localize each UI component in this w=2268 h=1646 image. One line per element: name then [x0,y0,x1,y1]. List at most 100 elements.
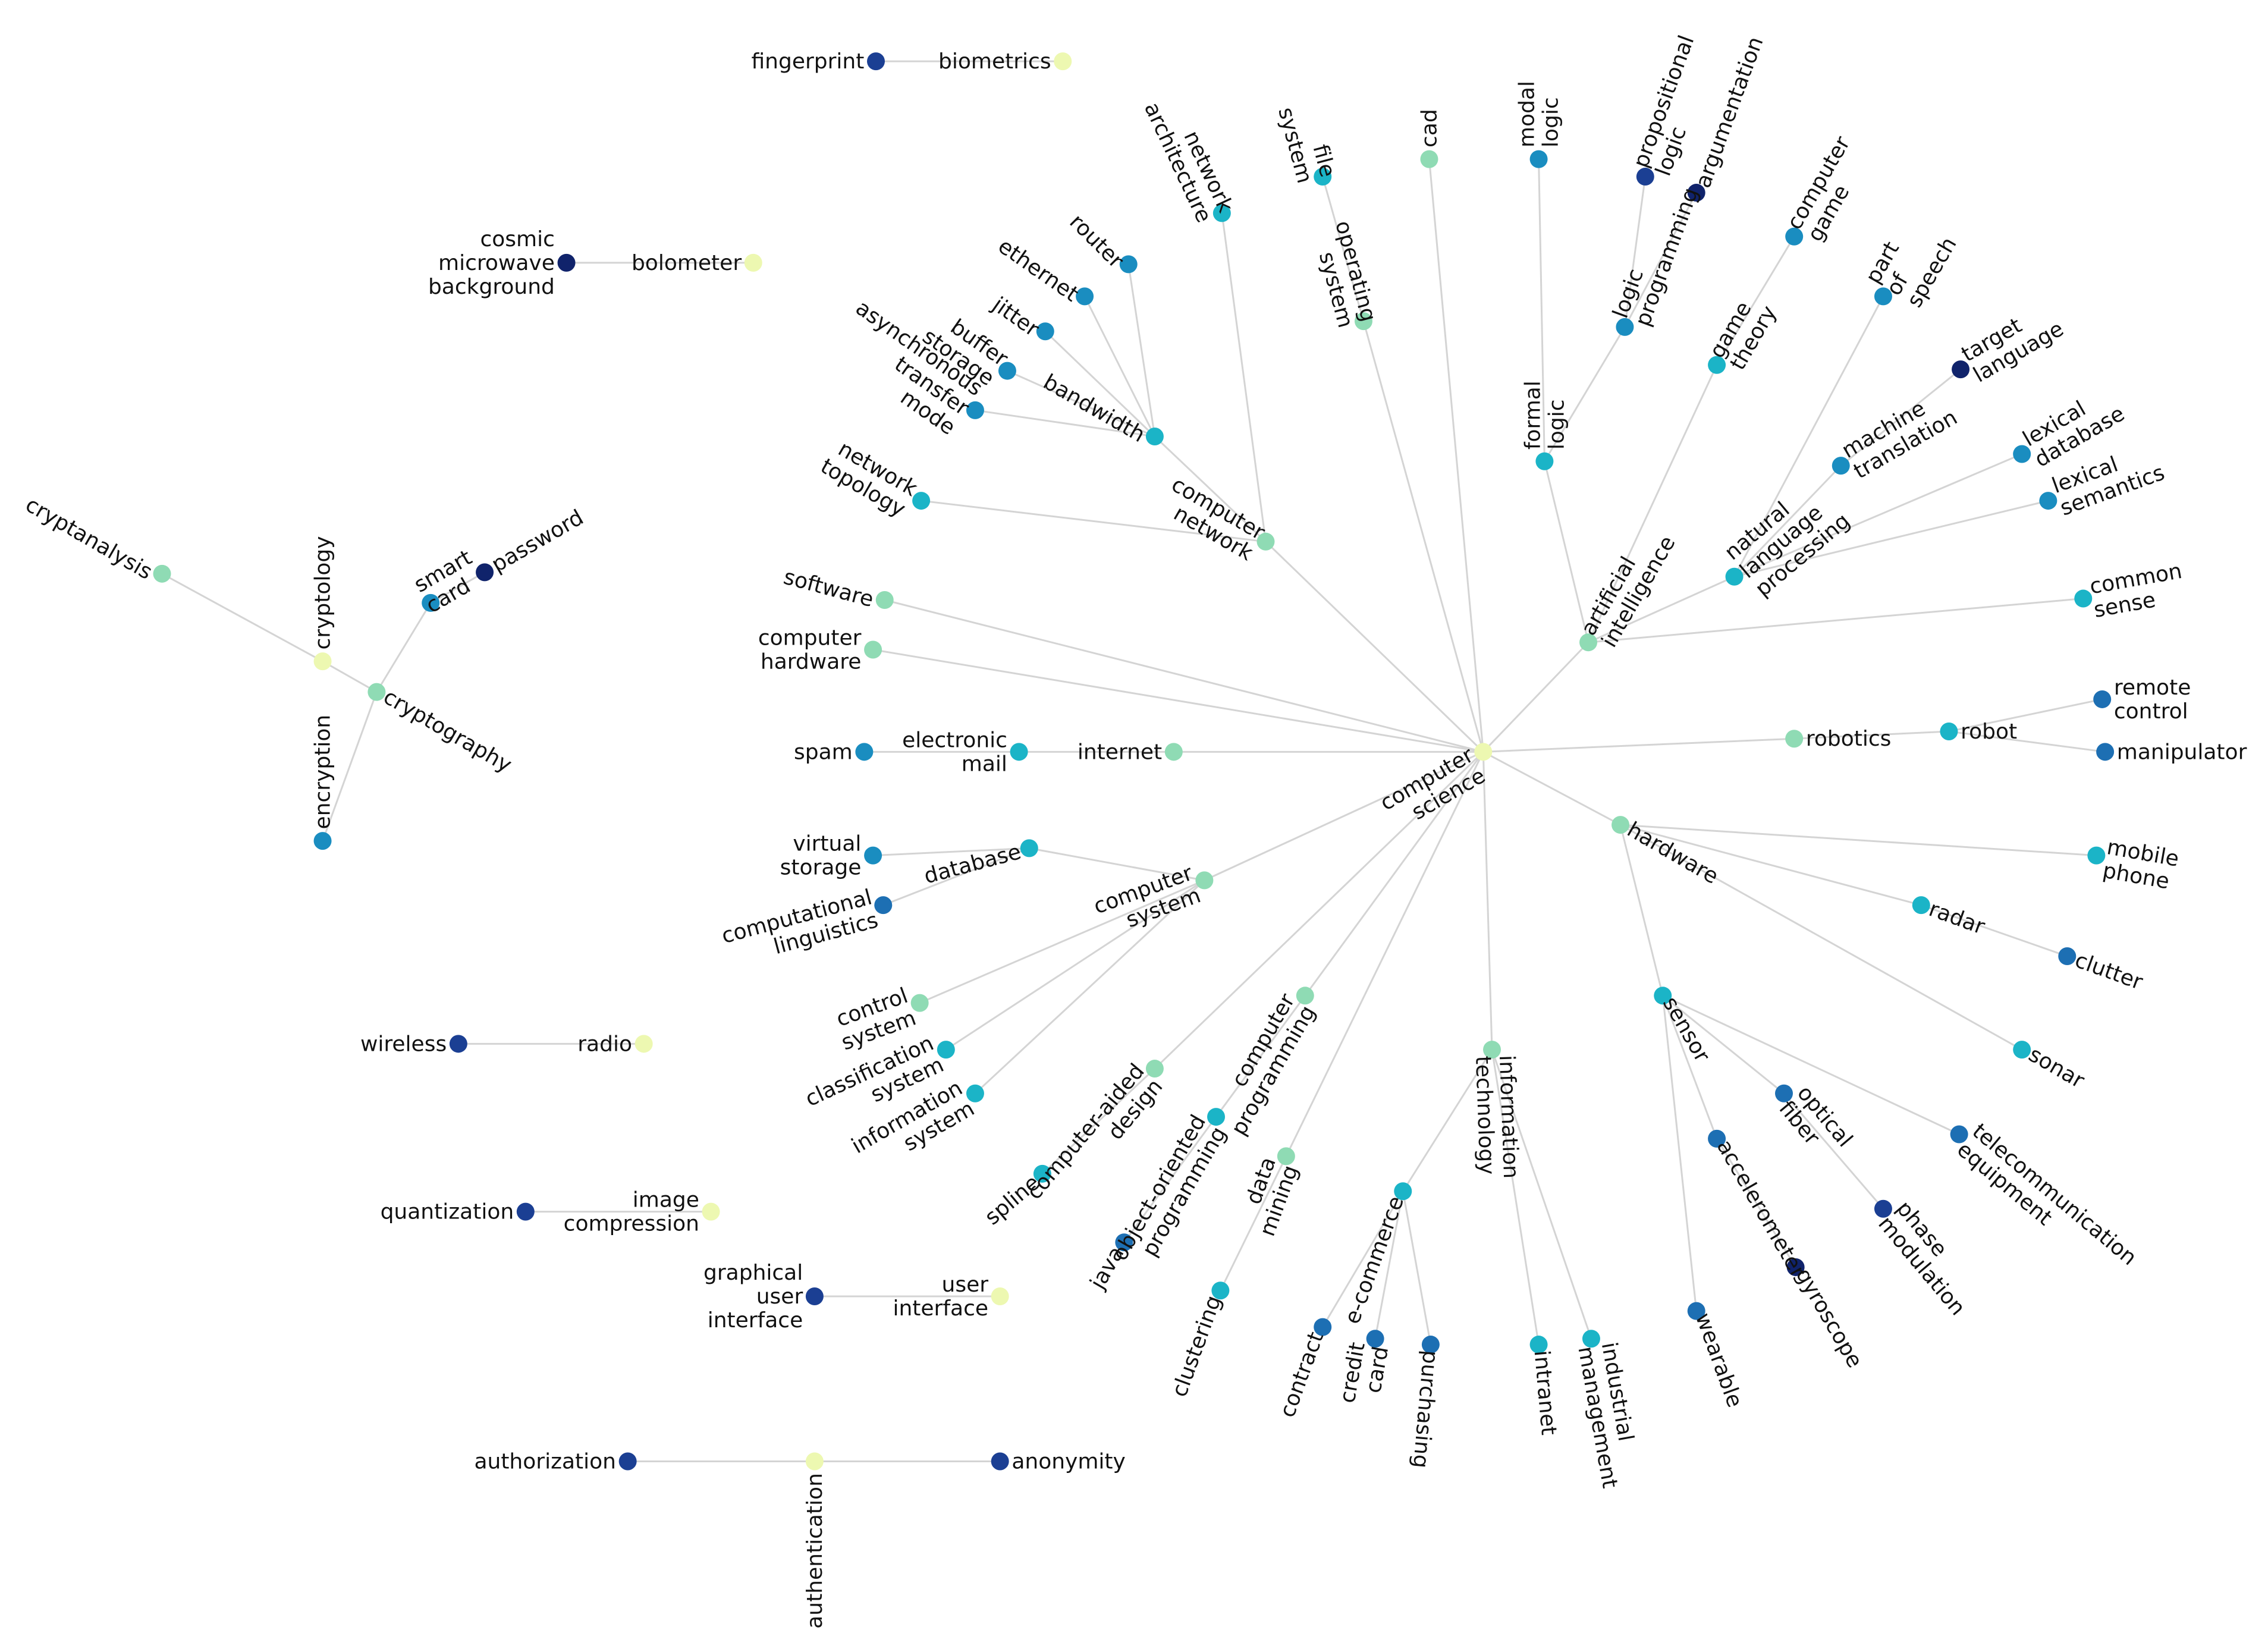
label-anonymity: anonymity [1012,1449,1126,1474]
node-datamining [1277,1147,1295,1166]
node-classsys [937,1041,955,1059]
node-manipulator [2096,743,2115,761]
node-ai [1579,633,1598,652]
node-mt [1832,457,1850,475]
label-line: clustering [1167,1292,1226,1400]
node-caddesign [1145,1060,1164,1078]
label-indmgmt: industrialmanagement [1573,1340,1645,1490]
node-internet [1164,743,1183,761]
edge-database-complinguistics [882,847,1030,906]
label-infosys: informationsystem [847,1076,978,1179]
node-comphw [864,640,882,659]
edge-cs-cad [1428,159,1484,752]
node-phasemod [1874,1199,1892,1218]
node-targetlang [1952,360,1970,379]
node-cosmic [557,253,576,272]
label-line: system [1273,105,1317,186]
edge-hardware-radar [1620,824,1922,906]
label-line: cryptanalysis [21,492,156,585]
edge-robot-remote [1949,698,2103,733]
node-imagecomp [702,1202,720,1221]
label-netarch: networkarchitecture [1139,89,1238,227]
node-cs [1474,743,1493,761]
label-ui: user interface [893,1273,988,1321]
label-line: purchasing [1408,1349,1443,1469]
node-nettopo [912,492,931,510]
edge-cryptology-cryptography [322,660,378,693]
edge-bandwidth-atm [975,409,1155,438]
label-line: authorization [474,1449,616,1474]
edge-sensor-accel [1661,995,1718,1139]
node-gametheory [1708,356,1726,374]
node-pos [1874,287,1892,306]
label-sonar: sonar [2024,1042,2088,1094]
label-ai: artificialintelligence [1576,520,1680,651]
label-line: control [2114,699,2188,724]
node-indmgmt [1582,1330,1600,1348]
edge-cs-robotics [1483,737,1795,753]
edge-sensor-optical [1662,995,1785,1094]
label-line: internet [1078,740,1162,764]
node-wireless [449,1035,467,1053]
label-jitter: jitter [987,292,1043,341]
edge-ai-nlp [1588,576,1735,643]
node-anonymity [991,1452,1009,1471]
node-logicprog [1616,318,1634,336]
label-remote: remote control [2114,676,2191,724]
label-bandwidth: bandwidth [1039,370,1149,447]
node-purchasing [1421,1336,1440,1354]
edge-cs-compnet [1265,541,1484,753]
node-bufferstorage [998,362,1016,380]
label-mt: machinetranslation [1837,385,1961,484]
label-wearable: wearable [1691,1310,1747,1411]
edge-sensor-telecom [1662,994,1960,1135]
edge-robotics-robot [1794,730,1949,740]
label-mobile: mobilephone [2101,835,2181,895]
node-argumentation [1687,184,1705,202]
label-line: argumentation [1691,33,1768,191]
label-radio: radio [577,1032,632,1056]
label-authorization: authorization [474,1449,616,1474]
label-line: telecommunication [1968,1119,2141,1270]
node-mobile [2087,846,2106,865]
node-complinguistics [874,896,893,915]
node-password [476,563,494,582]
edge-compsys-infosys [974,879,1205,1094]
edge-ai-commonsense [1588,598,2084,643]
edge-compsys-database [1029,847,1205,881]
label-line: database [922,840,1024,889]
label-line: fingerprint [751,49,864,74]
label-cad: cad [1417,109,1441,147]
label-line: compression [564,1212,699,1236]
node-intranet [1529,1336,1548,1354]
node-authorization [618,1452,637,1471]
label-line: formal [1521,381,1545,450]
edge-hardware-mobile [1620,824,2097,857]
edge-nlp-lexdb [1733,453,2022,578]
edge-compnet-bandwidth [1154,435,1267,542]
edge-optical-phasemod [1783,1092,1884,1210]
node-fingerprint [867,52,885,71]
label-line: logic [1539,97,1563,147]
label-contract: contract [1275,1329,1328,1421]
label-targetlang: targetlanguage [1958,296,2068,388]
label-cryptology: cryptology [311,536,335,649]
edge-oop-objoriented [1215,995,1306,1117]
edge-bandwidth-bufferstorage [1007,370,1155,438]
label-telecom: telecommunicationequipment [1952,1119,2141,1289]
label-line: gyroscope [1790,1264,1867,1372]
label-modallogic: modallogic [1515,81,1563,147]
label-line: cryptography [379,684,516,777]
node-email [1010,743,1028,761]
label-line: quantization [381,1200,514,1224]
node-os [1354,312,1372,331]
label-cosmic: cosmic microwave background [428,227,555,299]
node-radar [1912,896,1930,915]
edge-gametheory-compgame [1716,235,1795,366]
node-commonsense [2074,589,2093,608]
edge-cs-caddesign [1154,751,1484,1070]
edge-bandwidth-jitter [1044,331,1155,438]
label-line: anonymity [1012,1449,1126,1474]
label-radar: radar [1925,897,1988,940]
label-purchasing: purchasing [1408,1349,1443,1469]
